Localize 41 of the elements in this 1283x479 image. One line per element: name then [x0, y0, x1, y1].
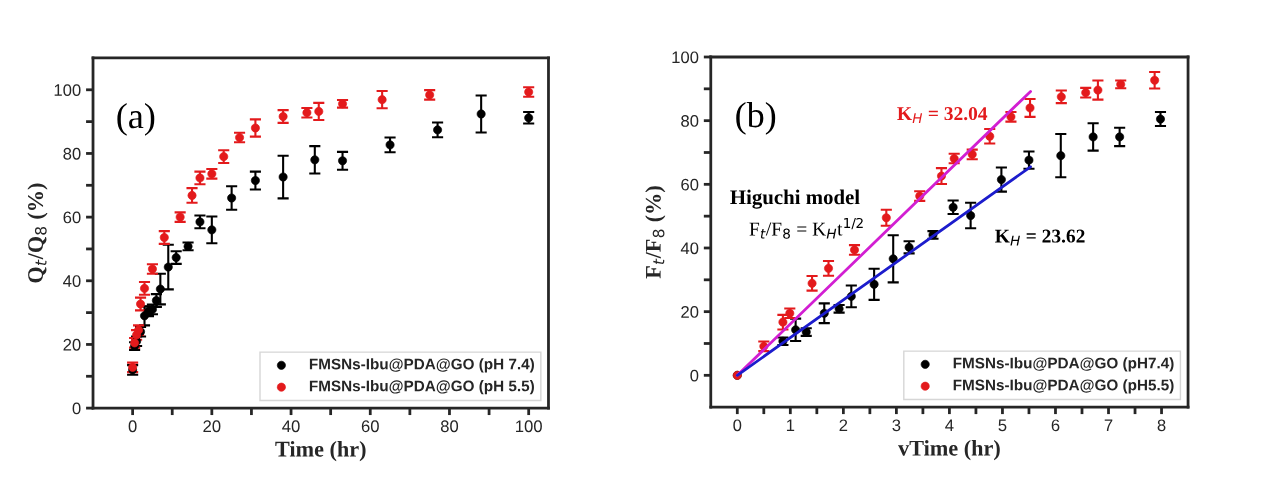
y-tick-label: 20 — [681, 306, 699, 318]
y-tick-label: 40 — [680, 242, 699, 255]
y-tick-label: 0 — [72, 402, 81, 415]
legend-label: FMSNs-Ibu@PDA@GO (pH5.5) — [953, 379, 1174, 394]
y-axis-title: Q$_{t}$/Q$_{8}$ (%) — [27, 183, 48, 283]
x-tick-label: 0 — [733, 419, 742, 432]
annotation: K$_{H}$ = 32.04 — [897, 107, 988, 124]
y-tick-label: 40 — [63, 275, 81, 287]
x-tick-label: 6 — [1051, 419, 1060, 432]
y-tick-label: 0 — [690, 369, 699, 382]
legend-label: FMSNs-Ibu@PDA@GO (pH7.4) — [953, 357, 1174, 372]
x-axis-title: vTime (hr) — [898, 440, 1000, 461]
legend-label: FMSNs-Ibu@PDA@GO (pH 5.5) — [309, 380, 534, 395]
y-tick-label: 20 — [63, 338, 81, 351]
y-axis-title: F$_{t}$/F$_{8}$ (%) — [645, 186, 666, 279]
annotation: F$_{t}$/F$_{8}$ = K$_{H}$t$^{1/2}$ — [749, 217, 863, 239]
y-tick-label: 60 — [681, 178, 699, 191]
x-tick-label: 40 — [282, 420, 300, 433]
x-tick-label: 8 — [1157, 419, 1166, 432]
x-tick-label: 2 — [839, 419, 848, 432]
y-tick-label: 100 — [54, 84, 81, 96]
x-tick-label: 1 — [786, 419, 795, 432]
x-tick-label: 80 — [440, 420, 459, 433]
y-tick-label: 60 — [63, 211, 81, 224]
x-tick-label: 20 — [203, 420, 221, 433]
x-tick-label: 7 — [1104, 419, 1113, 432]
x-tick-label: 3 — [892, 419, 901, 432]
x-tick-label: 5 — [998, 419, 1007, 432]
annotation: (b) — [736, 101, 776, 135]
x-tick-label: 60 — [361, 420, 379, 433]
annotation: K$_{H}$ = 23.62 — [995, 229, 1085, 246]
x-axis-title: Time (hr) — [275, 441, 366, 462]
legend-label: FMSNs-Ibu@PDA@GO (pH 7.4) — [309, 358, 534, 373]
x-tick-label: 100 — [516, 420, 542, 433]
annotation: (a) — [117, 102, 155, 136]
annotation: Higuchi model — [730, 189, 860, 209]
y-tick-label: 80 — [681, 115, 699, 127]
y-tick-label: 80 — [63, 147, 81, 160]
y-tick-label: 100 — [672, 51, 699, 64]
x-tick-label: 0 — [128, 420, 137, 433]
x-tick-label: 4 — [945, 419, 954, 432]
